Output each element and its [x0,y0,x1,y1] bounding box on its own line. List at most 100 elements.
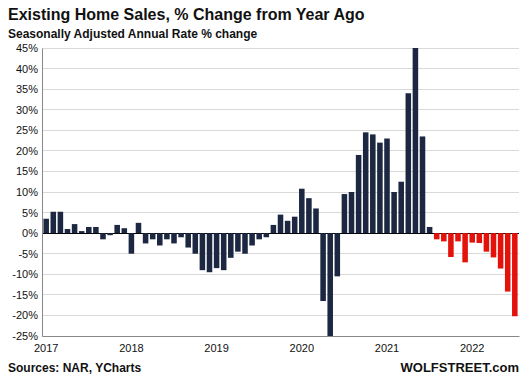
bar [164,233,170,239]
bar [342,194,348,233]
y-tick: 20% [16,145,42,157]
bar [51,212,57,233]
bar [221,233,227,270]
y-tick: 45% [16,42,42,54]
bar [462,233,468,262]
x-tick-label: 2022 [460,342,484,354]
bar [122,228,128,233]
y-tick-label: -5% [18,248,38,260]
y-tick: 40% [16,63,42,75]
bar [171,233,177,243]
y-tick-label: 30% [16,104,38,116]
bar [398,182,404,233]
bar [100,233,106,239]
grid-line [42,109,519,110]
bar [157,233,163,245]
y-tick: -20% [12,309,42,321]
grid-line [42,192,519,193]
bar [377,143,383,234]
x-tick-label: 2019 [204,342,228,354]
bar [441,233,447,241]
bar [306,198,312,233]
bar [370,134,376,233]
y-tick: -25% [12,330,42,342]
bar [107,233,113,235]
y-tick-label: 45% [16,42,38,54]
chart: Existing Home Sales, % Change from Year … [0,0,527,380]
x-tick: 2017 [34,336,58,354]
plot: -25%-20%-15%-10%-5%0%5%10%15%20%25%30%35… [12,42,519,354]
bar [391,192,397,233]
grid-line [42,68,519,69]
bar [313,208,319,233]
y-tick-label: 25% [16,124,38,136]
x-tick-label: 2021 [375,342,399,354]
x-tick-label: 2018 [119,342,143,354]
bar [477,233,483,243]
x-tick: 2022 [460,336,484,354]
source: Sources: NAR, YCharts [8,361,141,375]
bar [150,233,156,239]
subtitle: Seasonally Adjusted Annual Rate % change [8,27,257,41]
bar [242,233,248,254]
grid-line [42,171,519,172]
grid-line [42,336,519,337]
x-tick: 2021 [375,336,399,354]
bar [285,221,291,233]
bar [292,217,298,233]
y-tick-label: 5% [22,207,38,219]
bar [136,223,142,233]
y-tick-label: 35% [16,83,38,95]
y-tick-label: 40% [16,63,38,75]
y-tick: 30% [16,104,42,116]
bar [455,233,461,241]
grid-line [42,150,519,151]
grid-line [42,253,519,254]
bar [43,219,49,233]
y-tick-label: 0% [22,227,38,239]
x-tick: 2020 [290,336,314,354]
bar [320,233,326,301]
bar [406,93,412,233]
y-axis: -25%-20%-15%-10%-5%0%5%10%15%20%25%30%35… [12,42,42,342]
bar [427,227,433,233]
annotation: WOLFSTREET.com [401,360,519,375]
bar [200,233,206,270]
y-tick-label: 20% [16,145,38,157]
bar [79,231,85,233]
grid-line [42,274,519,275]
bar [214,233,220,268]
y-tick: 35% [16,83,42,95]
bar [498,233,504,268]
grid-line [42,294,519,295]
bar [264,233,270,237]
title: Existing Home Sales, % Change from Year … [8,6,365,23]
bar [235,233,241,252]
bar [228,233,234,258]
grid-line [42,212,519,213]
bar [178,233,184,237]
x-tick: 2019 [204,336,228,354]
x-axis-line [43,336,520,337]
bar [114,225,120,233]
x-tick-label: 2017 [34,342,58,354]
grid-line [42,89,519,90]
grid [42,48,519,336]
bar [278,215,284,234]
bar [249,233,255,245]
bar [363,132,369,233]
bar [185,233,191,247]
y-tick: 15% [16,165,42,177]
bar [349,192,355,233]
bar [271,225,277,233]
y-tick-label: -15% [12,289,38,301]
bar [335,233,341,276]
bar [65,229,71,233]
bar [448,233,454,257]
y-tick: -5% [18,248,42,260]
bars [43,48,517,336]
y-tick-label: 10% [16,186,38,198]
grid-line [42,130,519,131]
bar [491,233,497,257]
bar [58,212,64,233]
